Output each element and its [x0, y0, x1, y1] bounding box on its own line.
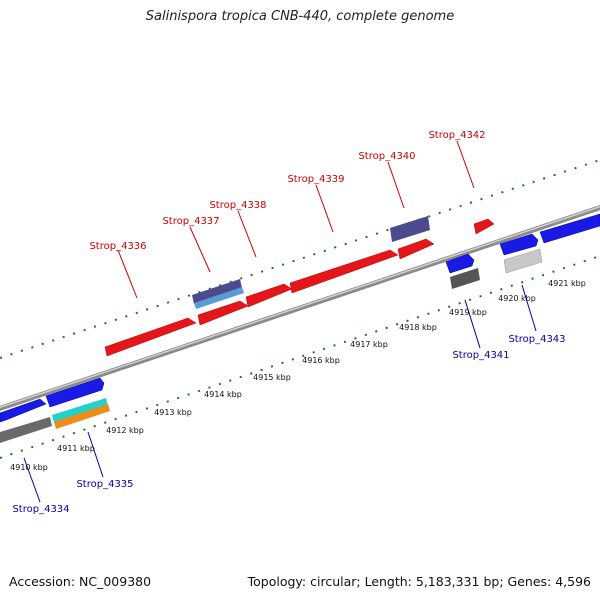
- label-strop-4339[interactable]: Strop_4339: [287, 174, 344, 185]
- tick-4911: 4911 kbp: [57, 444, 95, 453]
- feature-4340-domain: [390, 216, 430, 242]
- label-strop-4338[interactable]: Strop_4338: [209, 200, 266, 211]
- gene-right-edge[interactable]: [539, 213, 600, 244]
- feature-4337-domain: [192, 279, 242, 304]
- label-strop-4336[interactable]: Strop_4336: [89, 241, 146, 252]
- gene-4343-top[interactable]: [499, 233, 539, 256]
- tick-4918: 4918 kbp: [399, 323, 437, 332]
- feature-grey-left: [0, 417, 52, 443]
- gene-4339[interactable]: [289, 249, 399, 294]
- tick-4921: 4921 kbp: [548, 279, 586, 288]
- label-strop-4335[interactable]: Strop_4335: [76, 479, 133, 490]
- label-strop-4342[interactable]: Strop_4342: [428, 130, 485, 141]
- tick-4915: 4915 kbp: [253, 373, 291, 382]
- accession-text: Accession: NC_009380: [9, 574, 152, 589]
- gene-4340[interactable]: [397, 238, 435, 260]
- tick-4912: 4912 kbp: [106, 426, 144, 435]
- tick-4920: 4920 kbp: [498, 294, 536, 303]
- label-strop-4340[interactable]: Strop_4340: [358, 151, 415, 162]
- feature-4337-domain-light: [194, 287, 244, 309]
- forward-callouts: [117, 140, 475, 299]
- reverse-features: [0, 213, 600, 443]
- tick-4914: 4914 kbp: [204, 390, 242, 399]
- gene-4342[interactable]: [473, 218, 495, 235]
- forward-features: [104, 216, 495, 357]
- tick-4910: 4910 kbp: [10, 463, 48, 472]
- gene-4341[interactable]: [450, 268, 480, 289]
- gene-4341-top[interactable]: [445, 253, 475, 274]
- reverse-callouts: [23, 284, 537, 503]
- topology-text: Topology: circular; Length: 5,183,331 bp…: [247, 574, 591, 589]
- label-strop-4337[interactable]: Strop_4337: [162, 216, 219, 227]
- tick-4913: 4913 kbp: [154, 408, 192, 417]
- gene-4334-top[interactable]: [0, 398, 47, 423]
- map-title: Salinispora tropica CNB-440, complete ge…: [145, 9, 455, 24]
- feature-cyan: [52, 398, 108, 423]
- tick-4919: 4919 kbp: [449, 308, 487, 317]
- kbp-tick-labels: 4910 kbp 4911 kbp 4912 kbp 4913 kbp 4914…: [10, 279, 586, 472]
- gene-4335-top[interactable]: [45, 377, 105, 408]
- label-strop-4334[interactable]: Strop_4334: [12, 504, 69, 515]
- gene-4338[interactable]: [245, 283, 293, 308]
- backbone: [0, 205, 600, 411]
- backbone-highlight: [0, 205, 600, 409]
- tick-4917: 4917 kbp: [350, 340, 388, 349]
- feature-orange: [54, 404, 110, 429]
- tick-4916: 4916 kbp: [302, 356, 340, 365]
- label-strop-4341[interactable]: Strop_4341: [452, 350, 509, 361]
- label-strop-4343[interactable]: Strop_4343: [508, 334, 565, 345]
- gene-4336[interactable]: [104, 317, 197, 357]
- gene-4343[interactable]: [503, 248, 543, 274]
